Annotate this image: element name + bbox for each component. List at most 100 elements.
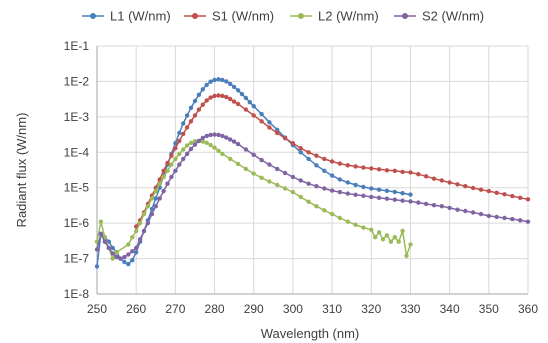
data-point-s2 [216,132,221,138]
data-point-l2 [181,147,186,152]
data-point-s1 [314,153,319,158]
data-point-l2 [373,235,378,240]
data-point-s2 [306,181,311,186]
x-tick-label: 310 [322,302,342,316]
series-line-s1 [135,94,529,227]
data-point-l2 [314,204,319,209]
data-point-l2 [200,139,205,144]
data-point-s2 [463,208,468,214]
data-point-l1 [392,189,397,195]
data-point-s1 [329,159,335,164]
data-point-s2 [470,210,476,215]
data-point-l2 [153,188,158,194]
data-point-s1 [224,94,229,100]
data-point-s2 [392,197,397,202]
data-point-s2 [282,170,288,176]
data-point-l2 [392,235,397,240]
data-point-s1 [518,195,523,200]
data-point-s2 [137,237,143,242]
data-point-s2 [192,142,198,147]
data-point-s2 [126,252,131,257]
data-point-s1 [181,131,186,137]
data-point-s2 [228,137,233,142]
data-point-s2 [231,139,237,144]
legend-marker [192,13,198,19]
data-point-s1 [369,166,374,171]
data-point-l2 [188,140,194,145]
data-point-l2 [388,239,394,244]
data-point-l1 [204,82,209,88]
data-point-s2 [130,249,135,254]
data-point-s2 [224,135,229,140]
data-point-s2 [110,251,115,256]
data-point-s2 [165,181,170,186]
data-point-l2 [212,145,217,150]
data-point-s1 [216,93,221,98]
y-axis-title: Radiant flux (W/nm) [14,113,29,228]
data-point-s2 [408,199,413,204]
data-point-l1 [353,182,358,188]
legend-label: S1 (W/nm) [212,9,274,24]
data-point-s2 [102,239,108,244]
legend-label: S2 (W/nm) [422,9,484,24]
data-point-l1 [212,77,217,83]
data-point-s2 [494,214,499,220]
y-tick-label: 1E-3 [64,110,90,124]
data-point-l1 [106,239,112,244]
data-point-l2 [380,237,386,242]
data-point-s2 [345,191,350,196]
data-point-l2 [259,175,264,180]
data-point-s1 [439,178,444,183]
data-point-l2 [216,148,221,153]
data-point-s1 [353,164,358,169]
data-point-s1 [298,146,303,151]
data-point-s2 [204,133,209,139]
data-point-s1 [384,168,390,173]
legend-item-s1: S1 (W/nm) [184,9,274,24]
data-point-l2 [114,250,119,255]
data-point-l1 [259,111,264,117]
data-point-s1 [463,184,468,189]
data-point-l1 [231,84,237,90]
data-point-s1 [231,99,237,104]
data-point-s2 [251,152,256,157]
data-point-l2 [204,140,209,145]
data-point-l1 [400,191,405,196]
data-point-s1 [220,93,225,99]
data-point-s2 [518,218,523,223]
data-point-s2 [212,132,217,137]
data-point-l1 [369,186,374,191]
data-point-s1 [228,96,233,102]
data-point-l1 [220,77,225,83]
data-point-l2 [110,256,115,261]
data-point-l2 [157,181,162,186]
series-l1 [94,77,413,269]
data-point-l2 [192,139,198,144]
data-point-s1 [502,192,507,197]
legend-item-s2: S2 (W/nm) [394,9,484,24]
data-point-l2 [137,220,143,226]
data-point-s2 [337,189,343,195]
data-point-l1 [153,196,158,201]
data-point-s2 [275,166,280,172]
data-point-l2 [306,199,311,204]
y-tick-label: 1E-4 [64,145,90,159]
data-point-l2 [173,156,178,162]
data-point-l1 [306,156,311,162]
data-point-l1 [224,79,229,84]
data-point-l2 [267,179,272,184]
legend-marker [90,13,96,19]
data-point-l1 [200,87,205,92]
data-point-s1 [267,125,272,130]
y-tick-label: 1E-1 [64,39,90,53]
data-point-s2 [361,193,366,198]
data-point-s2 [298,178,303,183]
data-point-s1 [510,193,515,199]
data-point-l1 [408,192,413,197]
data-point-s1 [361,165,366,170]
data-point-l1 [94,264,100,269]
series-l2 [94,138,413,261]
data-point-l1 [322,168,327,173]
data-point-s1 [478,187,484,192]
